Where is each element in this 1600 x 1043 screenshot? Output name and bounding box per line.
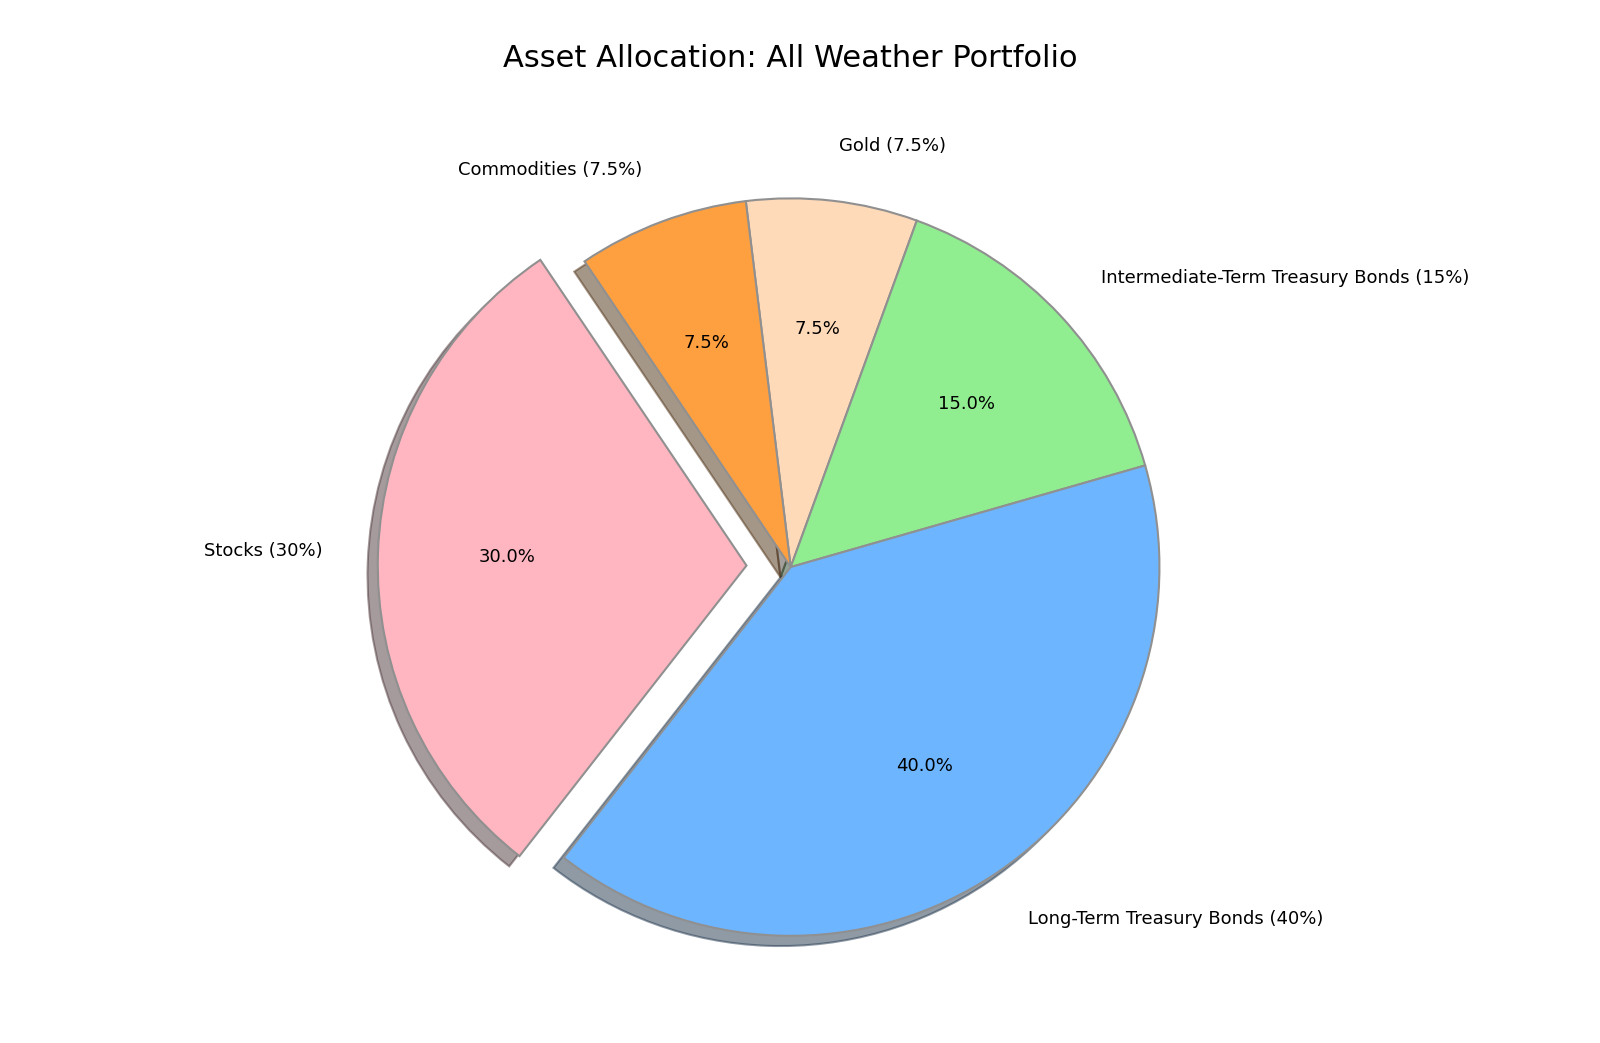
Wedge shape xyxy=(378,260,747,856)
Title: Asset Allocation: All Weather Portfolio: Asset Allocation: All Weather Portfolio xyxy=(504,44,1078,73)
Text: 40.0%: 40.0% xyxy=(896,757,954,775)
Text: Intermediate-Term Treasury Bonds (15%): Intermediate-Term Treasury Bonds (15%) xyxy=(1101,269,1469,287)
Wedge shape xyxy=(746,198,917,567)
Wedge shape xyxy=(584,201,790,567)
Text: 15.0%: 15.0% xyxy=(938,394,995,413)
Text: Gold (7.5%): Gold (7.5%) xyxy=(838,137,946,154)
Text: 30.0%: 30.0% xyxy=(478,549,536,566)
Wedge shape xyxy=(790,221,1146,567)
Text: Long-Term Treasury Bonds (40%): Long-Term Treasury Bonds (40%) xyxy=(1027,909,1323,927)
Text: Stocks (30%): Stocks (30%) xyxy=(205,541,323,560)
Wedge shape xyxy=(563,465,1160,936)
Text: 7.5%: 7.5% xyxy=(795,320,840,338)
Text: Commodities (7.5%): Commodities (7.5%) xyxy=(458,161,642,179)
Text: 7.5%: 7.5% xyxy=(683,334,730,351)
